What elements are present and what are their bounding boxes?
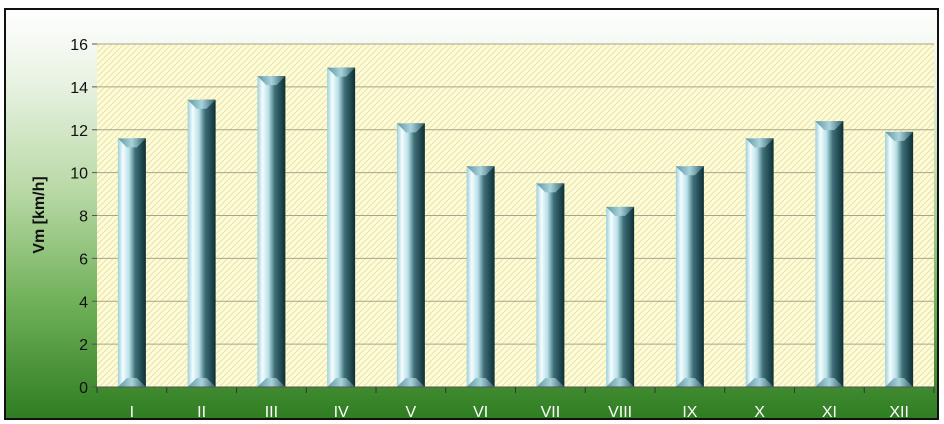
y-tick-label: 10 [70, 166, 88, 183]
x-tick-label: VII [541, 404, 561, 421]
bar-body [815, 121, 844, 388]
bar-top-bevel [536, 183, 565, 193]
bar [257, 76, 286, 387]
bar-body [117, 138, 146, 387]
bar-top-bevel [117, 138, 146, 148]
bar-body [187, 99, 216, 388]
x-tick-label: IX [682, 404, 697, 421]
bar-body [745, 138, 774, 387]
bar-body [257, 76, 286, 387]
bar [117, 138, 146, 387]
y-axis-label: Vm [km/h] [31, 176, 48, 253]
bar-top-bevel [187, 99, 216, 109]
x-tick-label: VIII [608, 404, 632, 421]
bar-bottom-bevel [396, 378, 425, 387]
bar-body [466, 166, 495, 387]
bar-top-bevel [745, 138, 774, 148]
bar-bottom-bevel [327, 378, 356, 387]
y-tick-label: 4 [79, 294, 88, 311]
y-tick-label: 2 [79, 337, 88, 354]
y-axis-ticks: 0 2 4 6 8 10 12 14 16 [70, 37, 97, 397]
bar-bottom-bevel [885, 378, 914, 387]
y-tick-label: 6 [79, 251, 88, 268]
x-tick-label: IV [334, 404, 349, 421]
bar-bottom-bevel [257, 378, 286, 387]
bar-body [396, 123, 425, 387]
bar-top-bevel [327, 67, 356, 77]
y-tick-label: 12 [70, 123, 88, 140]
bar-body [885, 131, 914, 387]
x-tick-label: X [754, 404, 765, 421]
y-tick-label: 14 [70, 80, 88, 97]
bar-top-bevel [606, 206, 635, 216]
x-tick-label: I [130, 404, 134, 421]
bar [327, 67, 356, 388]
bar-top-bevel [466, 166, 495, 176]
x-tick-label: II [197, 404, 206, 421]
bar [536, 183, 565, 387]
bar-bottom-bevel [745, 378, 774, 387]
bar-body [327, 67, 356, 388]
x-tick-label: XI [822, 404, 837, 421]
bar [675, 166, 704, 387]
bar-bottom-bevel [117, 378, 146, 387]
bar [885, 131, 914, 387]
bar [466, 166, 495, 387]
bar-body [536, 183, 565, 387]
x-tick-label: III [265, 404, 278, 421]
bar-top-bevel [815, 121, 844, 131]
bar [396, 123, 425, 387]
gridlines [97, 43, 934, 345]
bar-top-bevel [257, 76, 286, 86]
bar-top-bevel [885, 131, 914, 141]
bar-bottom-bevel [466, 378, 495, 387]
bar-bottom-bevel [815, 378, 844, 387]
bar [815, 121, 844, 388]
bar [187, 99, 216, 388]
x-tick-label: V [406, 404, 417, 421]
bar-bottom-bevel [187, 378, 216, 387]
bar [745, 138, 774, 387]
bar-bottom-bevel [606, 378, 635, 387]
y-tick-label: 8 [79, 209, 88, 226]
bars [117, 67, 914, 388]
bar-bottom-bevel [536, 378, 565, 387]
bar-top-bevel [396, 123, 425, 133]
bar-body [675, 166, 704, 387]
y-tick-label: 16 [70, 37, 88, 54]
x-tick-label: XII [889, 404, 909, 421]
bar-body [606, 206, 635, 387]
x-axis-ticks: I II III IV V VI VII VIII IX X XI XII [96, 387, 935, 421]
bar-bottom-bevel [675, 378, 704, 387]
y-tick-label: 0 [79, 380, 88, 397]
bar-top-bevel [675, 166, 704, 176]
x-tick-label: VI [473, 404, 488, 421]
bar [606, 206, 635, 387]
